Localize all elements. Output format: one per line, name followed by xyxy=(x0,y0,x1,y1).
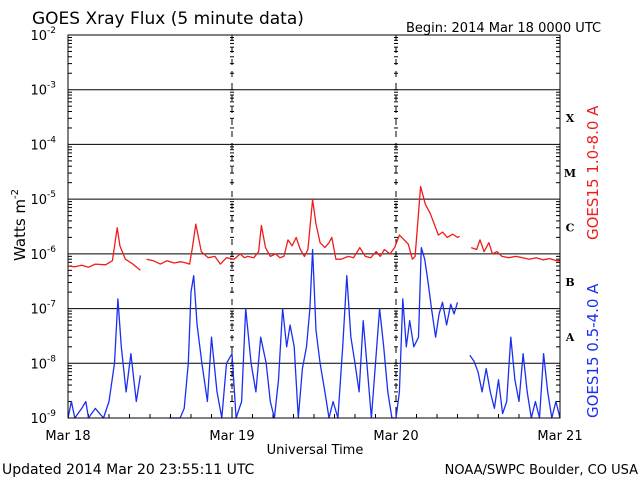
legend-short-channel: GOES15 0.5-4.0 A xyxy=(584,283,602,418)
x-tick-labels: Mar 18 Mar 19 Mar 20 Mar 21 xyxy=(45,429,582,444)
y-tick-exponent: -6 xyxy=(47,245,56,255)
series-line xyxy=(67,246,561,419)
y-tick-exponent: -8 xyxy=(47,354,56,364)
y-tick-exponent: -3 xyxy=(47,81,56,91)
flare-class-label: X xyxy=(566,112,575,125)
updated-timestamp: Updated 2014 Mar 20 23:55:11 UTC xyxy=(2,462,255,478)
series-lines xyxy=(67,185,561,419)
y-tick-base: 10 xyxy=(30,303,47,318)
y-tick-exponent: -7 xyxy=(47,300,56,310)
y-tick-labels: 10-210-310-410-510-610-710-810-9 xyxy=(30,26,56,427)
y-axis-label: Watts m-2 xyxy=(10,189,29,261)
axis-ticks xyxy=(67,37,561,419)
y-axis-label-base: Watts m xyxy=(11,199,29,261)
flare-class-label: B xyxy=(565,276,574,289)
flare-class-label: M xyxy=(564,167,576,180)
x-tick-label: Mar 21 xyxy=(537,429,582,444)
y-tick-base: 10 xyxy=(30,248,47,263)
x-tick-label: Mar 18 xyxy=(45,429,90,444)
y-tick-label: 10-6 xyxy=(30,245,56,263)
legend-long-channel: GOES15 1.0-8.0 A xyxy=(584,105,602,240)
flare-class-label: A xyxy=(565,331,575,344)
grid-lines xyxy=(68,35,560,418)
y-tick-label: 10-4 xyxy=(30,135,56,153)
y-tick-exponent: -9 xyxy=(47,409,56,419)
y-axis-label-exponent: -2 xyxy=(10,189,21,199)
begin-time-label: Begin: 2014 Mar 18 0000 UTC xyxy=(406,21,601,36)
plot-frame xyxy=(67,34,561,419)
y-tick-label: 10-3 xyxy=(30,81,56,99)
series-line xyxy=(67,185,560,271)
flare-class-labels: X M C B A xyxy=(564,112,576,344)
y-tick-label: 10-5 xyxy=(30,190,56,208)
flare-class-label: C xyxy=(566,222,575,235)
chart-title: GOES Xray Flux (5 minute data) xyxy=(32,9,304,29)
x-tick-label: Mar 19 xyxy=(209,429,254,444)
y-tick-exponent: -4 xyxy=(47,135,56,145)
y-tick-base: 10 xyxy=(30,29,47,44)
x-tick-label: Mar 20 xyxy=(373,429,418,444)
y-tick-label: 10-7 xyxy=(30,300,56,318)
y-tick-base: 10 xyxy=(30,412,47,427)
y-tick-base: 10 xyxy=(30,138,47,153)
credit-label: NOAA/SWPC Boulder, CO USA xyxy=(445,463,638,478)
y-tick-base: 10 xyxy=(30,84,47,99)
y-tick-label: 10-2 xyxy=(30,26,56,44)
series-short-channel xyxy=(67,246,561,419)
series-long-channel xyxy=(67,185,560,271)
y-tick-base: 10 xyxy=(30,357,47,372)
x-axis-label: Universal Time xyxy=(267,443,364,458)
y-tick-label: 10-8 xyxy=(30,354,56,372)
y-tick-exponent: -2 xyxy=(47,26,56,36)
y-tick-base: 10 xyxy=(30,193,47,208)
y-tick-exponent: -5 xyxy=(47,190,56,200)
y-tick-label: 10-9 xyxy=(30,409,56,427)
